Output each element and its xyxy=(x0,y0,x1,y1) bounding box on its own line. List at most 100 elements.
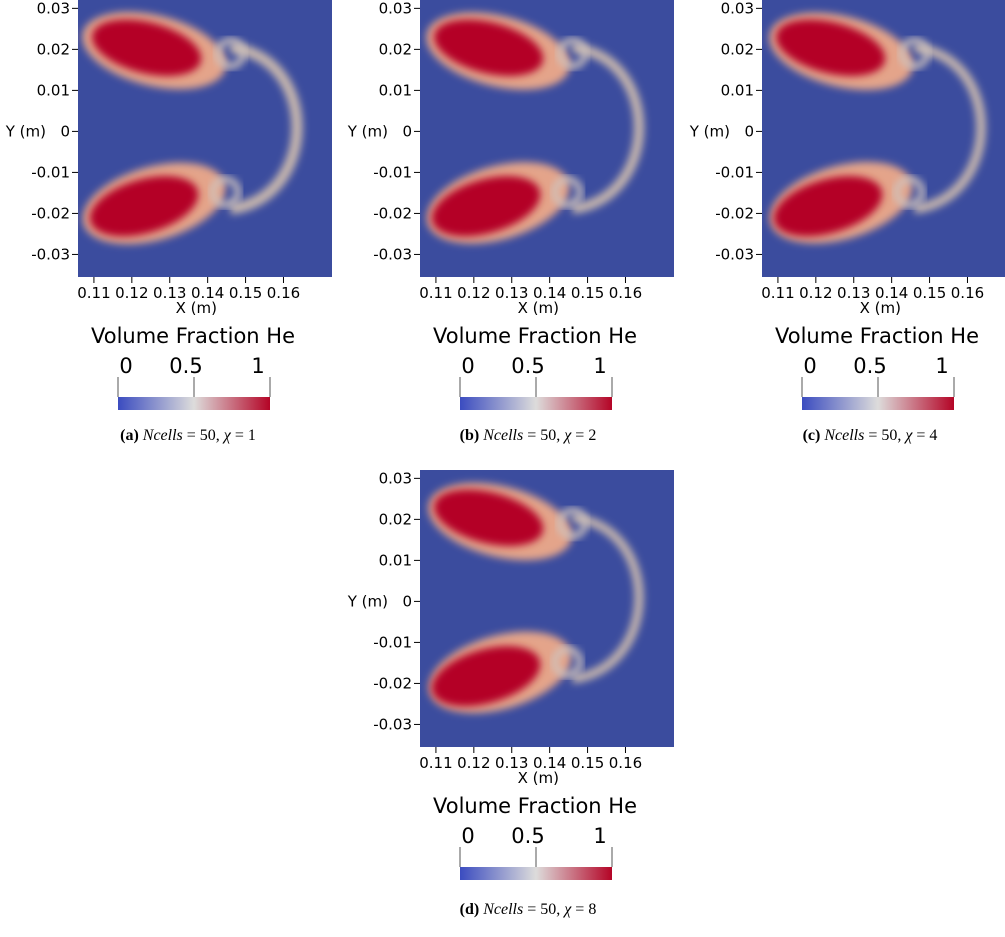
caption-chi: χ xyxy=(223,427,231,444)
y-tick-label: -0.02 xyxy=(31,204,70,222)
bubble-top-core xyxy=(92,19,202,76)
x-tick-label: 0.13 xyxy=(495,754,528,772)
caption-var: Ncells xyxy=(824,427,865,444)
x-tick-label: 0.15 xyxy=(913,284,946,302)
x-axis-title: X (m) xyxy=(518,769,559,787)
x-tick-label: 0.14 xyxy=(875,284,908,302)
colorbar-label: 1 xyxy=(935,354,948,378)
x-tick-label: 0.16 xyxy=(267,284,300,302)
caption-chi: χ xyxy=(905,427,913,444)
colorbar-label: 0 xyxy=(803,354,816,378)
colorbar-label: 0 xyxy=(119,354,132,378)
x-tick-label: 0.11 xyxy=(419,754,452,772)
colorbar-label: 0 xyxy=(461,354,474,378)
x-tick-label: 0.15 xyxy=(571,284,604,302)
y-tick-label: -0.03 xyxy=(715,245,754,263)
panel-a: 0.03 0.02 0.01 0 -0.01 -0.02 -0.03 Y (m) 0.11 0.1… xyxy=(0,0,340,420)
filament-arc xyxy=(913,43,986,214)
y-tick-label: -0.01 xyxy=(715,163,754,181)
colorbar-title: Volume Fraction He xyxy=(775,324,979,348)
swirl-bottom xyxy=(209,176,242,208)
colorbar-label: 1 xyxy=(251,354,264,378)
swirl-top xyxy=(556,37,589,70)
bubble-bottom-core xyxy=(431,646,541,707)
y-tick-label: -0.02 xyxy=(715,204,754,222)
caption-chi: χ xyxy=(564,901,572,918)
x-tick-label: 0.16 xyxy=(609,754,642,772)
y-tick-label: 0 xyxy=(402,592,412,610)
x-tick-label: 0.14 xyxy=(533,284,566,302)
caption-var: Ncells xyxy=(142,427,183,444)
x-tick-label: 0.16 xyxy=(951,284,984,302)
y-tick-label: 0 xyxy=(402,122,412,140)
caption-tag: (a) xyxy=(120,427,139,444)
filament-arc xyxy=(571,513,644,684)
heatmap-plot-a: 0.03 0.02 0.01 0 -0.01 -0.02 -0.03 Y (m) 0.11 0.1… xyxy=(5,0,332,410)
bubble-top-core xyxy=(776,19,886,76)
x-tick-label: 0.12 xyxy=(457,754,490,772)
bubble-bottom-core xyxy=(431,176,541,237)
colorbar-label: 0.5 xyxy=(511,824,544,848)
y-tick-label: 0.03 xyxy=(37,0,70,17)
caption-chi-value: = 4 xyxy=(912,427,938,444)
y-tick-label: 0.03 xyxy=(721,0,754,17)
bubble-top-core xyxy=(434,489,544,546)
colorbar-label: 1 xyxy=(593,354,606,378)
y-tick-label: 0.02 xyxy=(379,40,412,58)
colorbar-label: 0.5 xyxy=(169,354,202,378)
colorbar-label: 0 xyxy=(461,824,474,848)
x-tick-label: 0.13 xyxy=(837,284,870,302)
y-axis-title: Y (m) xyxy=(689,122,730,140)
swirl-top xyxy=(214,37,247,70)
caption-chi: χ xyxy=(564,427,572,444)
x-tick-label: 0.16 xyxy=(609,284,642,302)
caption-tag: (b) xyxy=(459,427,480,444)
y-axis-title: Y (m) xyxy=(347,592,388,610)
y-tick-label: 0.01 xyxy=(721,81,754,99)
y-tick-label: -0.02 xyxy=(373,204,412,222)
y-tick-label: -0.01 xyxy=(31,163,70,181)
colorbar-gradient xyxy=(118,397,270,410)
bubble-bottom-core xyxy=(89,176,199,237)
y-tick-label: -0.03 xyxy=(31,245,70,263)
y-tick-label: 0 xyxy=(60,122,70,140)
y-tick-label: -0.03 xyxy=(373,245,412,263)
y-tick-label: 0.01 xyxy=(379,551,412,569)
colorbar-title: Volume Fraction He xyxy=(91,324,295,348)
heatmap-plot-b: 0.03 0.02 0.01 0 -0.01 -0.02 -0.03 Y (m) 0.11 0.1… xyxy=(347,0,674,410)
bubble-bottom-core xyxy=(773,176,883,237)
caption-eq: = 50, xyxy=(182,427,224,444)
colorbar-gradient xyxy=(460,397,612,410)
y-tick-label: 0.03 xyxy=(379,0,412,17)
y-tick-label: -0.03 xyxy=(373,715,412,733)
plot-area xyxy=(762,0,1005,277)
colorbar-title: Volume Fraction He xyxy=(433,324,637,348)
caption-chi-value: = 2 xyxy=(571,427,597,444)
x-tick-label: 0.13 xyxy=(153,284,186,302)
panel-c: 0.03 0.02 0.01 0 -0.01 -0.02 -0.03 Y (m) 0.11 0.1… xyxy=(684,0,1005,420)
caption-eq: = 50, xyxy=(864,427,906,444)
y-axis-title: Y (m) xyxy=(5,122,46,140)
x-tick-label: 0.11 xyxy=(77,284,110,302)
y-tick-label: 0.01 xyxy=(379,81,412,99)
x-tick-label: 0.11 xyxy=(761,284,794,302)
heatmap-plot-c: 0.03 0.02 0.01 0 -0.01 -0.02 -0.03 Y (m) 0.11 0.1… xyxy=(689,0,1005,410)
heatmap-plot-d: 0.03 0.02 0.01 0 -0.01 -0.02 -0.03 Y (m) 0.11 0.1… xyxy=(347,469,674,880)
swirl-top xyxy=(556,507,589,540)
y-tick-label: 0.02 xyxy=(37,40,70,58)
colorbar-title: Volume Fraction He xyxy=(433,794,637,818)
swirl-bottom xyxy=(893,176,926,208)
y-tick-label: 0.02 xyxy=(721,40,754,58)
colorbar-gradient xyxy=(460,867,612,880)
swirl-top xyxy=(898,37,931,70)
caption-var: Ncells xyxy=(483,901,524,918)
swirl-bottom xyxy=(551,646,584,678)
x-tick-label: 0.15 xyxy=(571,754,604,772)
colorbar-gradient xyxy=(802,397,954,410)
caption-a: (a) Ncells = 50, χ = 1 xyxy=(58,427,318,445)
caption-c: (c) Ncells = 50, χ = 4 xyxy=(740,427,1000,445)
x-tick-label: 0.14 xyxy=(191,284,224,302)
plot-area xyxy=(420,0,674,277)
caption-eq: = 50, xyxy=(523,901,565,918)
x-tick-label: 0.15 xyxy=(229,284,262,302)
